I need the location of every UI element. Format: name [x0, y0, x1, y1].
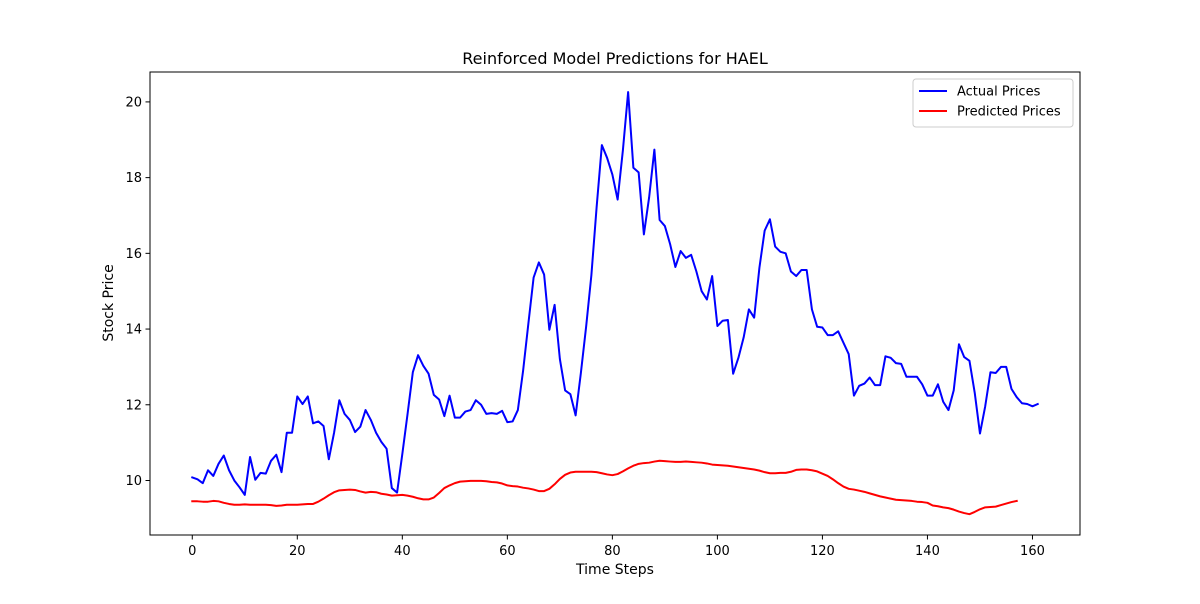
legend-label-actual: Actual Prices: [957, 85, 1041, 100]
x-tick-label: 0: [188, 544, 196, 559]
y-tick-label: 18: [125, 171, 142, 186]
y-tick-label: 20: [125, 95, 142, 110]
y-tick-label: 10: [125, 474, 142, 489]
y-tick-label: 14: [125, 323, 142, 338]
y-tick-label: 16: [125, 247, 142, 262]
x-tick-label: 100: [705, 544, 730, 559]
legend-box: [912, 78, 1074, 128]
legend-label-predicted: Predicted Prices: [957, 105, 1061, 120]
x-tick-label: 160: [1020, 544, 1045, 559]
y-tick-label: 12: [125, 398, 142, 413]
x-axis-label: Time Steps: [575, 562, 654, 578]
x-tick-label: 120: [810, 544, 835, 559]
x-tick-label: 60: [499, 544, 516, 559]
series-line-predicted: [191, 459, 1018, 516]
chart-title: Reinforced Model Predictions for HAEL: [462, 49, 768, 68]
plot-frame: [149, 71, 1081, 536]
x-tick-label: 80: [604, 544, 621, 559]
x-tick-label: 140: [915, 544, 940, 559]
x-tick-label: 40: [394, 544, 411, 559]
y-axis-label: Stock Price: [101, 264, 117, 341]
series-line-actual: [190, 91, 1040, 496]
x-tick-label: 20: [289, 544, 306, 559]
